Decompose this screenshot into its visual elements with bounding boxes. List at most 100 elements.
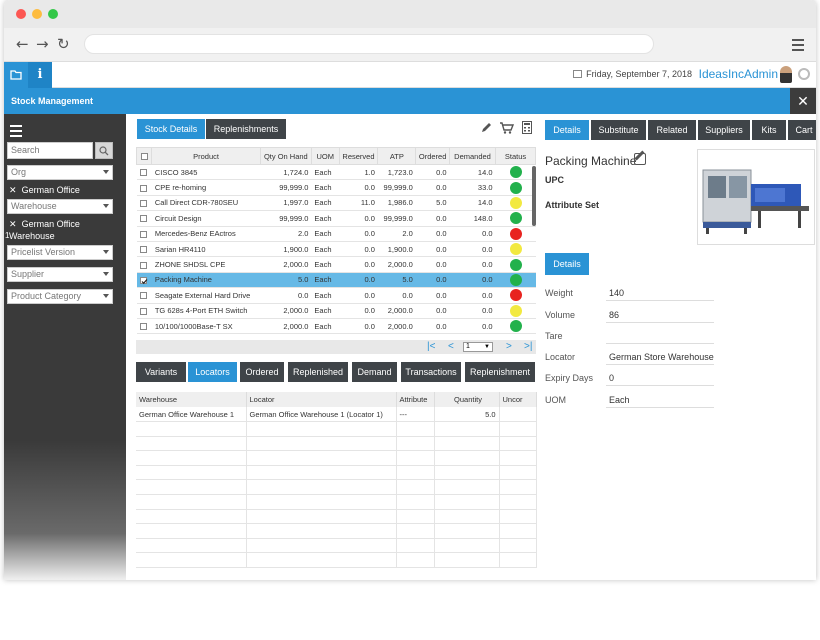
supplier-select[interactable]: Supplier <box>7 267 113 282</box>
col-header[interactable]: Reserved <box>338 147 379 165</box>
remove-chip-icon[interactable]: ✕ <box>9 185 17 195</box>
folder-icon[interactable] <box>4 62 28 88</box>
row-checkbox[interactable] <box>139 323 147 331</box>
tab-details[interactable]: Details <box>545 120 589 140</box>
power-icon[interactable] <box>798 68 810 80</box>
table-row[interactable]: German Office Warehouse 1 German Office W… <box>136 407 537 423</box>
pricelist-select[interactable]: Pricelist Version <box>7 245 113 260</box>
col-header[interactable]: Attribute <box>396 392 435 407</box>
row-checkbox[interactable] <box>139 230 147 238</box>
table-row[interactable]: CPE re-homing 99,999.0 Each 0.0 99,999.0 0.0 3… <box>136 179 536 196</box>
tab-cart[interactable]: Cart <box>788 120 816 140</box>
table-row[interactable]: ZHONE SHDSL CPE 2,000.0 Each 0.0 2,000.0 0.0 0… <box>136 256 536 273</box>
close-window-dot[interactable] <box>16 9 26 19</box>
row-select-cell[interactable] <box>136 164 152 181</box>
row-checkbox[interactable] <box>139 246 147 254</box>
tab-transactions[interactable]: Transactions <box>401 362 461 382</box>
col-header[interactable]: Demanded <box>448 147 497 165</box>
tab-variants[interactable]: Variants <box>136 362 186 382</box>
sidebar-menu-icon[interactable] <box>10 125 22 140</box>
table-row[interactable]: Seagate External Hard Drive 0.0 Each 0.0 0.0… <box>136 287 536 304</box>
table-row[interactable]: Sarian HR4110 1,900.0 Each 0.0 1,900.0 0.0 0.0 <box>136 241 536 258</box>
forward-arrow-icon[interactable]: → <box>36 35 49 53</box>
table-row[interactable]: TG 628s 4-Port ETH Switch 2,000.0 Each 0.0 2… <box>136 303 536 319</box>
table-row[interactable]: Packing Machine 5.0 Each 0.0 5.0 0.0 0.0 <box>136 272 536 289</box>
category-select[interactable]: Product Category <box>7 289 113 304</box>
details-button[interactable]: Details <box>545 253 589 275</box>
field-value[interactable] <box>606 328 714 344</box>
row-checkbox[interactable] <box>139 261 147 269</box>
org-chip[interactable]: ✕ German Office <box>9 184 80 196</box>
tab-kits[interactable]: Kits <box>752 120 786 140</box>
row-select-cell[interactable] <box>136 303 152 319</box>
col-header[interactable]: Locator <box>246 392 397 407</box>
table-row[interactable]: Circuit Design 99,999.0 Each 0.0 99,999.0 0.0… <box>136 210 536 227</box>
tab-locators[interactable]: Locators <box>188 362 237 382</box>
pencil-icon[interactable] <box>480 122 492 134</box>
select-all-checkbox[interactable] <box>140 153 148 161</box>
row-select-cell[interactable] <box>136 179 152 196</box>
row-select-cell[interactable] <box>136 241 152 258</box>
row-checkbox[interactable] <box>139 169 147 177</box>
address-bar[interactable] <box>84 34 654 54</box>
row-select-cell[interactable] <box>136 318 152 335</box>
row-checkbox[interactable] <box>139 184 147 192</box>
page-select[interactable]: 1 ▼ <box>463 342 493 352</box>
tab-replenishments[interactable]: Replenishments <box>206 119 286 139</box>
avatar[interactable] <box>780 66 792 83</box>
tab-replenishment[interactable]: Replenishment <box>465 362 535 382</box>
select-all-cell[interactable] <box>135 147 153 165</box>
cart-icon[interactable] <box>500 122 514 134</box>
remove-chip-icon[interactable]: ✕ <box>9 219 17 229</box>
row-checkbox[interactable] <box>139 276 147 285</box>
close-button[interactable]: ✕ <box>790 88 816 114</box>
row-checkbox[interactable] <box>139 199 147 207</box>
tab-demand[interactable]: Demand <box>352 362 397 382</box>
browser-menu-icon[interactable] <box>792 39 804 54</box>
field-value[interactable]: Each <box>606 392 714 408</box>
search-input[interactable]: Search <box>7 142 93 159</box>
last-page-icon[interactable]: >| <box>524 341 533 352</box>
tab-suppliers[interactable]: Suppliers <box>698 120 750 140</box>
prev-page-icon[interactable]: < <box>448 341 454 352</box>
field-value[interactable]: German Store Warehouse 2 <box>606 349 714 365</box>
col-header[interactable]: Product <box>151 147 261 165</box>
calculator-icon[interactable] <box>522 121 532 134</box>
col-header[interactable]: Quantity <box>434 392 500 407</box>
warehouse-chip[interactable]: ✕ German Office Warehouse <box>9 218 126 242</box>
tab-stock-details[interactable]: Stock Details <box>137 119 205 139</box>
info-icon[interactable]: i <box>28 62 52 88</box>
row-select-cell[interactable] <box>136 256 152 273</box>
row-select-cell[interactable] <box>136 210 152 227</box>
row-select-cell[interactable] <box>136 272 152 289</box>
org-select[interactable]: Org <box>7 165 113 180</box>
table-row[interactable]: CISCO 3845 1,724.0 Each 1.0 1,723.0 0.0 14.0 <box>136 164 536 181</box>
maximize-window-dot[interactable] <box>48 9 58 19</box>
tab-related[interactable]: Related <box>648 120 696 140</box>
tab-substitute[interactable]: Substitute <box>591 120 646 140</box>
table-row[interactable]: Call Direct CDR-780SEU 1,997.0 Each 11.0 1,9… <box>136 195 536 212</box>
field-value[interactable]: 140 <box>606 285 714 301</box>
table-row[interactable]: Mercedes-Benz EActros 2.0 Each 0.0 2.0 0.0 0.0 <box>136 226 536 242</box>
col-header[interactable]: Qty On Hand <box>259 147 312 165</box>
tab-ordered[interactable]: Ordered <box>240 362 284 382</box>
col-header[interactable]: Status <box>495 147 536 165</box>
edit-icon[interactable] <box>634 153 646 165</box>
minimize-window-dot[interactable] <box>32 9 42 19</box>
back-arrow-icon[interactable]: ← <box>16 35 29 53</box>
row-checkbox[interactable] <box>139 307 147 315</box>
user-name-link[interactable]: IdeasIncAdmin <box>698 67 778 81</box>
field-value[interactable]: 0 <box>606 370 714 386</box>
row-checkbox[interactable] <box>139 292 147 300</box>
row-checkbox[interactable] <box>139 215 147 223</box>
row-select-cell[interactable] <box>136 226 152 242</box>
col-header[interactable]: ATP <box>377 147 417 165</box>
row-select-cell[interactable] <box>136 195 152 212</box>
tab-replenished[interactable]: Replenished <box>288 362 348 382</box>
col-header[interactable]: Ordered <box>415 147 450 165</box>
grid-scrollbar[interactable] <box>532 166 536 226</box>
first-page-icon[interactable]: |< <box>427 341 436 352</box>
next-page-icon[interactable]: > <box>506 341 512 352</box>
reload-icon[interactable]: ↻ <box>57 35 70 53</box>
col-header[interactable]: Warehouse <box>136 392 247 407</box>
